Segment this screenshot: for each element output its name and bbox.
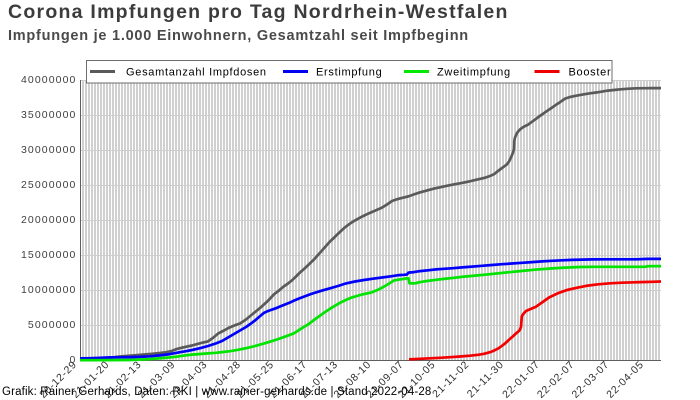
svg-text:35000000: 35000000	[21, 109, 77, 121]
svg-text:40000000: 40000000	[21, 74, 77, 86]
svg-text:0: 0	[70, 354, 77, 366]
svg-text:15000000: 15000000	[21, 249, 77, 261]
svg-text:20000000: 20000000	[21, 214, 77, 226]
svg-text:22-04-05: 22-04-05	[604, 359, 646, 400]
svg-text:Zweitimpfung: Zweitimpfung	[437, 67, 511, 79]
svg-text:Erstimpfung: Erstimpfung	[316, 67, 382, 79]
svg-text:Gesamtanzahl Impfdosen: Gesamtanzahl Impfdosen	[126, 67, 267, 79]
svg-text:25000000: 25000000	[21, 179, 77, 191]
svg-text:5000000: 5000000	[28, 319, 77, 331]
svg-text:Booster: Booster	[569, 67, 612, 79]
svg-text:21-11-30: 21-11-30	[465, 359, 507, 400]
svg-text:10000000: 10000000	[21, 284, 77, 296]
svg-text:30000000: 30000000	[21, 144, 77, 156]
